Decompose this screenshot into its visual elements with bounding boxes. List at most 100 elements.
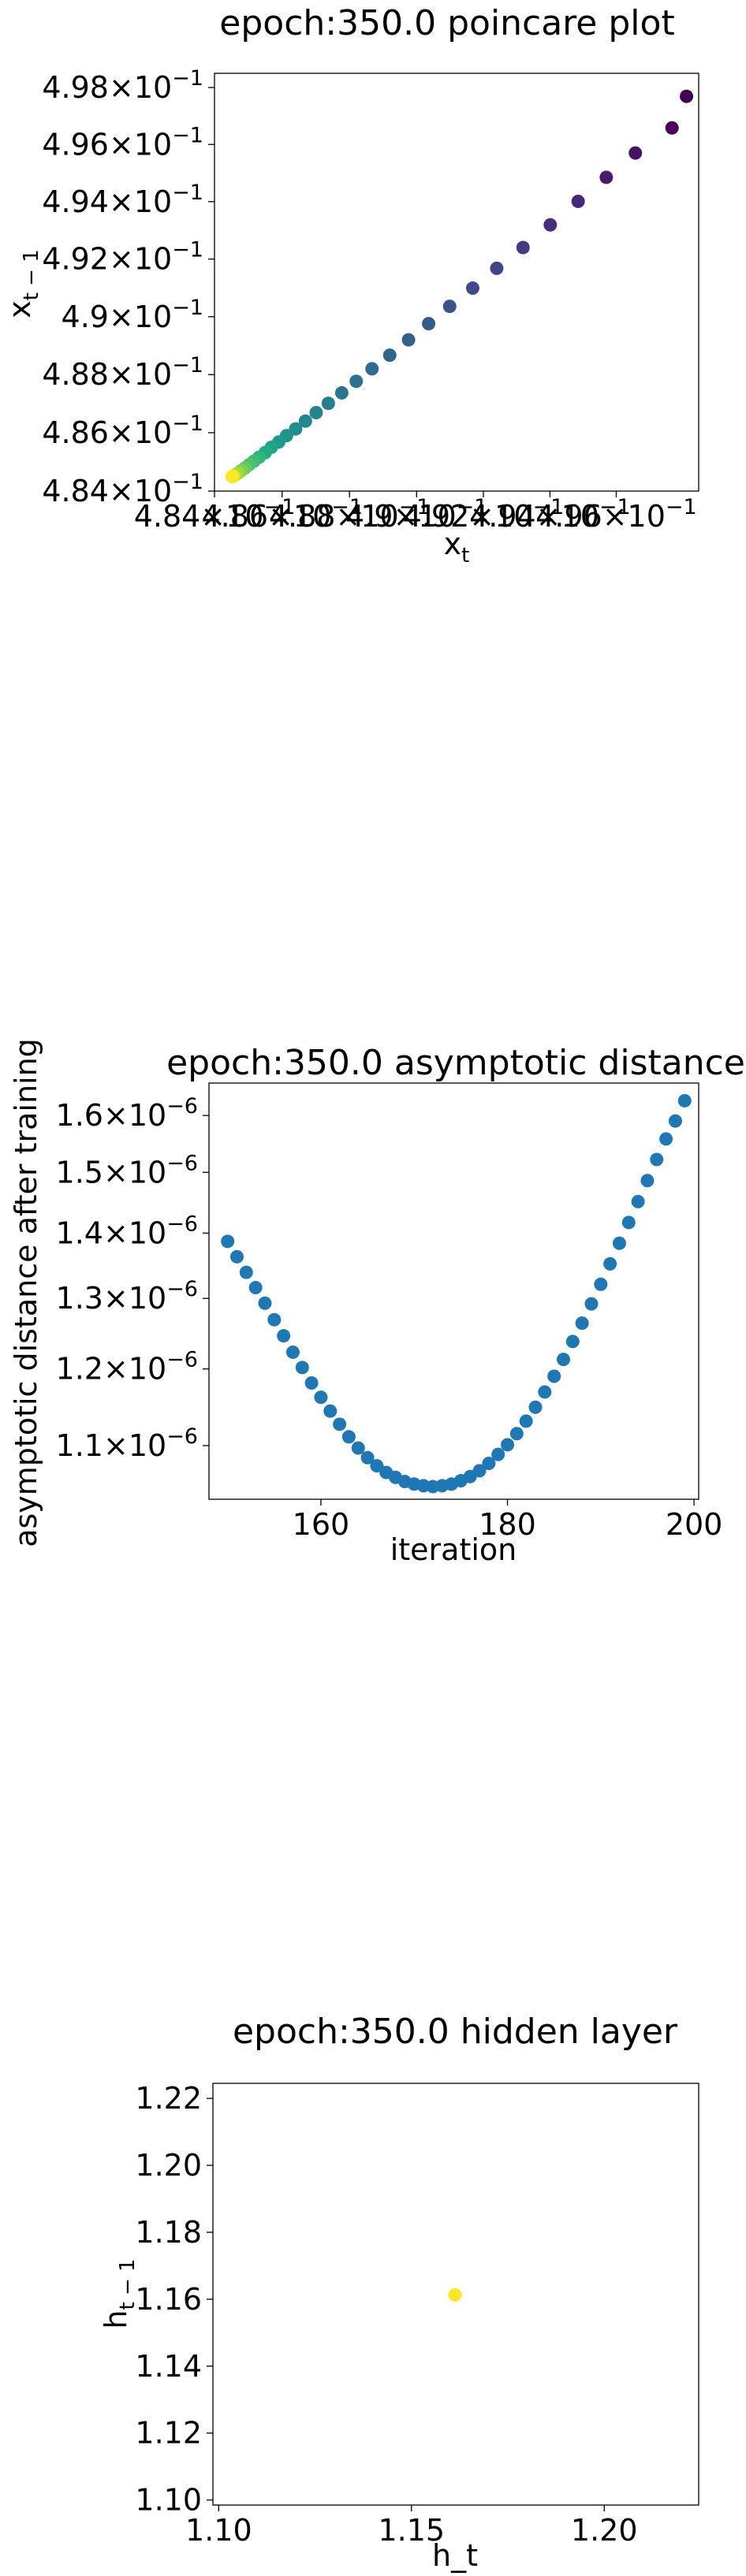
hidden-y-ticks: 1.10 1.12 1.14 1.16 1.18 1.20 1.22 bbox=[135, 2081, 213, 2518]
asymptotic-points bbox=[221, 1093, 692, 1494]
y-tick-label: 1.5×10−6 bbox=[56, 1151, 198, 1189]
data-point bbox=[599, 170, 614, 184]
hidden-points bbox=[448, 2288, 462, 2302]
hidden-x-ticks: 1.10 1.15 1.20 bbox=[185, 2505, 638, 2548]
y-tick-label: 1.16 bbox=[135, 2282, 202, 2317]
data-point bbox=[584, 1297, 599, 1311]
y-tick-label: 1.10 bbox=[135, 2483, 202, 2518]
data-point bbox=[631, 1194, 645, 1208]
data-point bbox=[490, 261, 504, 275]
y-tick-label: 1.4×10−6 bbox=[56, 1212, 198, 1250]
data-point bbox=[612, 1236, 626, 1250]
data-point bbox=[298, 414, 312, 428]
data-point bbox=[277, 1329, 291, 1343]
data-point bbox=[665, 121, 679, 135]
data-point bbox=[594, 1277, 608, 1291]
data-point bbox=[258, 1296, 272, 1310]
data-point bbox=[472, 1464, 487, 1478]
asymptotic-title: epoch:350.0 asymptotic distance bbox=[166, 1043, 745, 1083]
y-tick-label: 4.86×10−1 bbox=[42, 411, 203, 450]
hidden-x-label: h_t bbox=[432, 2538, 478, 2573]
poincare-x-ticks: 4.84×10−14.86×10−14.88×10−14.9×10−14.92×… bbox=[134, 491, 697, 534]
x-tick-label: 1.10 bbox=[185, 2513, 252, 2548]
poincare-chart: epoch:350.0 poincare plot 4.84×10−14.86×… bbox=[2, 3, 699, 568]
y-tick-label: 4.92×10−1 bbox=[42, 238, 203, 277]
data-point bbox=[501, 1438, 515, 1452]
asymptotic-distance-chart: epoch:350.0 asymptotic distance 1.1×10−6… bbox=[9, 1038, 745, 1567]
data-point bbox=[349, 374, 364, 389]
data-point bbox=[304, 1376, 319, 1390]
y-tick-label: 1.22 bbox=[135, 2081, 202, 2116]
data-point bbox=[629, 146, 643, 160]
y-tick-label: 4.9×10−1 bbox=[62, 296, 203, 334]
data-point bbox=[547, 1369, 561, 1383]
asymptotic-plot-frame bbox=[208, 1082, 699, 1500]
x-tick-label: 4.96×10−1 bbox=[535, 495, 697, 534]
y-tick-label: 1.6×10−6 bbox=[56, 1094, 198, 1133]
y-tick-label: 4.88×10−1 bbox=[42, 353, 203, 392]
y-tick-label: 1.20 bbox=[135, 2148, 202, 2183]
data-point bbox=[465, 281, 479, 296]
hidden-title: epoch:350.0 hidden layer bbox=[233, 2012, 678, 2052]
y-tick-label: 1.18 bbox=[135, 2215, 202, 2250]
data-point bbox=[516, 240, 530, 255]
data-point bbox=[382, 348, 397, 363]
data-point bbox=[677, 1093, 692, 1107]
data-point bbox=[556, 1353, 570, 1367]
data-point bbox=[543, 218, 558, 232]
data-point bbox=[448, 2288, 462, 2302]
data-point bbox=[442, 300, 457, 314]
y-tick-label: 1.14 bbox=[135, 2349, 202, 2384]
data-point bbox=[314, 1390, 328, 1405]
data-point bbox=[491, 1447, 505, 1461]
data-point bbox=[225, 469, 239, 483]
poincare-points bbox=[225, 89, 694, 483]
data-point bbox=[248, 1281, 263, 1295]
data-point bbox=[621, 1215, 636, 1230]
data-point bbox=[267, 1312, 282, 1327]
poincare-y-label: xt − 1 bbox=[2, 249, 43, 318]
poincare-y-ticks: 4.84×10−14.86×10−14.88×10−14.9×10−14.92×… bbox=[42, 66, 214, 508]
hidden-layer-chart: epoch:350.0 hidden layer 1.101.121.141.1… bbox=[99, 2012, 699, 2573]
asymptotic-y-ticks: 1.1×10−6 1.2×10−6 1.3×10−6 1.4×10−6 1.5×10−6… bbox=[56, 1094, 209, 1463]
hidden-plot-frame bbox=[212, 2083, 699, 2506]
data-point bbox=[239, 1265, 253, 1279]
data-point bbox=[285, 1345, 300, 1359]
asymptotic-y-label: asymptotic distance after training bbox=[9, 1038, 43, 1547]
x-tick-label: 180 bbox=[479, 1507, 536, 1542]
x-tick-label: 160 bbox=[293, 1507, 350, 1542]
data-point bbox=[295, 1361, 309, 1375]
data-point bbox=[334, 385, 349, 400]
data-point bbox=[509, 1427, 524, 1441]
data-point bbox=[680, 89, 694, 103]
data-point bbox=[528, 1400, 543, 1414]
data-point bbox=[360, 1450, 375, 1465]
data-point bbox=[538, 1385, 552, 1399]
data-point bbox=[650, 1152, 664, 1167]
data-point bbox=[365, 362, 379, 376]
poincare-title: epoch:350.0 poincare plot bbox=[219, 3, 674, 43]
data-point bbox=[370, 1459, 384, 1473]
data-point bbox=[422, 317, 436, 331]
x-tick-label: 1.15 bbox=[378, 2513, 445, 2548]
data-point bbox=[659, 1132, 673, 1146]
data-point bbox=[571, 194, 585, 208]
data-point bbox=[229, 1249, 244, 1264]
data-point bbox=[565, 1335, 580, 1349]
asymptotic-x-label: iteration bbox=[390, 1532, 517, 1567]
x-tick-label: 200 bbox=[666, 1507, 723, 1542]
hidden-y-label: ht − 1 bbox=[99, 2258, 140, 2328]
data-point bbox=[482, 1457, 496, 1471]
data-point bbox=[341, 1430, 356, 1444]
data-point bbox=[321, 396, 335, 411]
data-point bbox=[519, 1414, 533, 1428]
data-point bbox=[401, 333, 416, 347]
data-point bbox=[323, 1404, 338, 1418]
data-point bbox=[351, 1441, 365, 1455]
poincare-plot-frame bbox=[214, 73, 699, 492]
y-tick-label: 4.94×10−1 bbox=[42, 181, 203, 219]
asymptotic-x-ticks: 160 180 200 bbox=[293, 1499, 723, 1542]
data-point bbox=[575, 1316, 589, 1331]
data-point bbox=[603, 1256, 617, 1271]
data-point bbox=[221, 1234, 235, 1249]
